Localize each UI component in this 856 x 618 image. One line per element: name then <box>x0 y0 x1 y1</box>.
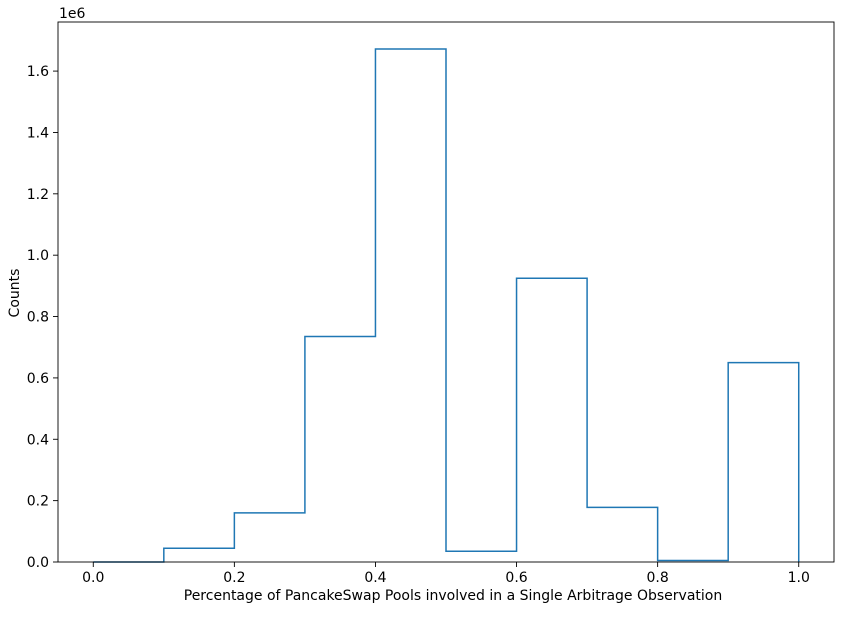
x-axis-label: Percentage of PancakeSwap Pools involved… <box>184 588 722 604</box>
x-tick-label: 1.0 <box>788 570 810 586</box>
histogram-step-line <box>93 48 800 563</box>
histogram-bin <box>728 363 799 562</box>
y-tick-label: 0.6 <box>27 371 49 387</box>
y-tick-label: 0.8 <box>27 310 49 326</box>
x-tick-label: 0.8 <box>647 570 669 586</box>
y-axis-label: Counts <box>7 269 23 318</box>
plot-area <box>93 48 800 563</box>
y-tick-label: 0.2 <box>27 494 49 510</box>
histogram-bin <box>234 513 305 562</box>
y-tick-label: 0.4 <box>27 432 49 448</box>
x-tick-label: 0.6 <box>505 570 527 586</box>
histogram-bin <box>446 551 517 562</box>
histogram-bin <box>587 507 658 562</box>
x-tick-label: 0.2 <box>223 570 245 586</box>
histogram-bin <box>164 548 235 562</box>
axes: 0.0 0.2 0.4 0.6 0.8 1.0 0.0 0.2 0.4 0.6 0.8 1.0 1.2 1… <box>27 21 835 586</box>
y-offset-text: 1e6 <box>59 6 86 22</box>
x-tick-label: 0.0 <box>82 570 104 586</box>
axes-frame <box>57 21 835 563</box>
y-tick-label: 0.0 <box>27 555 49 571</box>
y-tick-label: 1.6 <box>27 64 49 80</box>
x-tick-label: 0.4 <box>364 570 386 586</box>
y-tick-label: 1.2 <box>27 187 49 203</box>
y-tick-label: 1.0 <box>27 248 49 264</box>
histogram-bin <box>517 278 588 562</box>
y-tick-label: 1.4 <box>27 125 49 141</box>
histogram-bin <box>305 336 376 562</box>
histogram-bin <box>375 49 446 562</box>
